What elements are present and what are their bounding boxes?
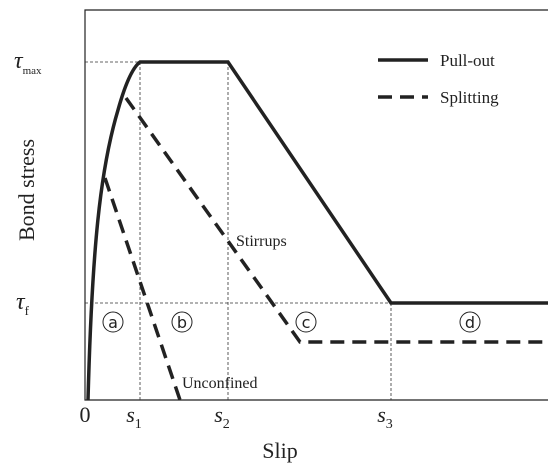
label-subscript: 3: [386, 417, 393, 432]
guides: [85, 61, 392, 400]
stage-label: b: [177, 313, 187, 332]
splitting-curves: [103, 96, 548, 401]
axis-label: s2: [214, 402, 230, 432]
stages: a b c d: [102, 311, 481, 333]
x-axis-title: Slip: [262, 438, 297, 463]
x-labels: 0 s1 s2 s3: [80, 402, 393, 432]
stage-circle: [459, 311, 481, 333]
axis-label: τf: [16, 289, 30, 318]
axis-label: 0: [80, 402, 91, 427]
legend-label: Splitting: [440, 88, 499, 107]
unconfined-curve: [103, 177, 182, 401]
label-symbol: τ: [16, 289, 26, 315]
stage-circle: [171, 311, 193, 333]
stage-circle: [295, 311, 317, 333]
pull-out-curve: [86, 60, 548, 401]
frame: [84, 9, 548, 401]
axis-label: τmax: [14, 48, 42, 77]
legend-label: Pull-out: [440, 51, 495, 70]
stage-label: a: [108, 313, 118, 332]
stage-circle: [102, 311, 124, 333]
stirrups-curve: [124, 96, 548, 344]
label-symbol: s: [126, 402, 135, 427]
stage-label: d: [465, 313, 475, 332]
label-subscript: max: [23, 65, 42, 77]
legend: Pull-out Splitting: [378, 51, 499, 107]
label-symbol: s: [377, 402, 386, 427]
label-symbol: s: [214, 402, 223, 427]
stage-label: c: [302, 313, 311, 332]
curves: [86, 60, 548, 401]
annotation: Stirrups: [236, 233, 287, 250]
axis-label: s1: [126, 402, 142, 432]
label-symbol: 0: [80, 402, 91, 427]
axis-label: s3: [377, 402, 393, 432]
label-subscript: 1: [135, 417, 142, 432]
label-symbol: τ: [14, 48, 24, 74]
label-subscript: 2: [223, 417, 230, 432]
axes-frame: [84, 9, 548, 401]
y-axis-title: Bond stress: [14, 139, 39, 241]
annotation: Unconfined: [182, 375, 258, 392]
label-subscript: f: [25, 303, 30, 318]
